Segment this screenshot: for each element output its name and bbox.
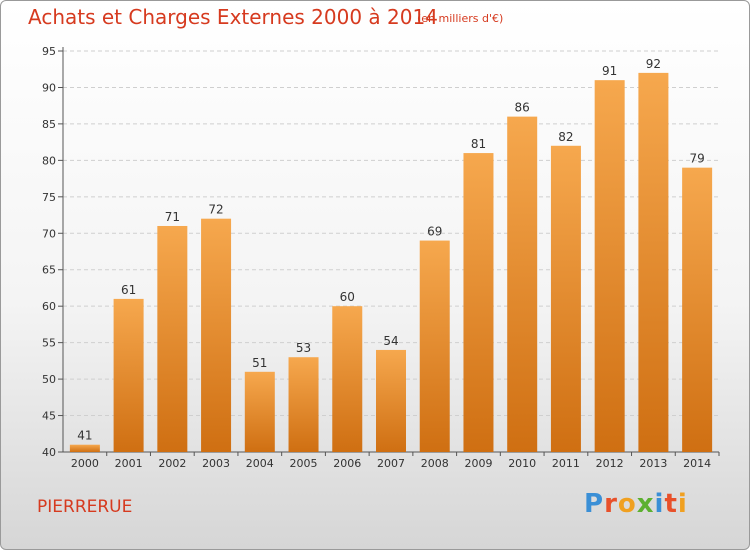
value-label: 92 [646, 57, 661, 71]
x-tick-label: 2004 [246, 457, 274, 470]
y-tick-label: 55 [42, 337, 56, 350]
x-tick-label: 2007 [377, 457, 405, 470]
y-tick-label: 50 [42, 373, 56, 386]
tick-labels: 40 45 50 55 60 65 70 75 80 85 90 95 2000 2001 2002 2003… [42, 45, 720, 470]
y-tick-label: 90 [42, 81, 56, 94]
x-tick-label: 2013 [639, 457, 667, 470]
value-label: 71 [165, 210, 180, 224]
value-labels: 41 61 71 72 51 53 60 54 69 81 86 82 91 92 79 [77, 57, 705, 443]
x-tick-label: 2006 [333, 457, 361, 470]
value-label: 72 [208, 203, 223, 217]
bar-2007 [376, 349, 406, 452]
bar-2001 [113, 298, 144, 452]
chart-title: Achats et Charges Externes 2000 à 2014 [28, 5, 438, 29]
x-tick-label: 2001 [115, 457, 143, 470]
value-label: 53 [296, 341, 311, 355]
value-label: 60 [340, 290, 355, 304]
bars [69, 72, 713, 453]
y-tick-label: 95 [42, 45, 56, 58]
y-tick-label: 70 [42, 227, 56, 240]
y-tick-label: 40 [42, 446, 56, 459]
y-tick-label: 85 [42, 118, 56, 131]
x-tick-label: 2012 [596, 457, 624, 470]
bar-2004 [244, 371, 275, 452]
y-tick-label: 45 [42, 410, 56, 423]
bar-2002 [157, 225, 188, 452]
bar-2005 [288, 357, 319, 452]
bar-2009 [463, 153, 494, 452]
x-tick-label: 2002 [158, 457, 186, 470]
x-tick-label: 2005 [290, 457, 318, 470]
y-tick-label: 60 [42, 300, 56, 313]
value-label: 81 [471, 137, 486, 151]
bar-2013 [638, 72, 669, 452]
x-tick-label: 2011 [552, 457, 580, 470]
x-tick-label: 2000 [71, 457, 99, 470]
commune-name: PIERRERUE [37, 497, 133, 517]
value-label: 41 [77, 429, 92, 443]
y-tick-label: 65 [42, 264, 56, 277]
y-tick-label: 75 [42, 191, 56, 204]
chart-subtitle: (en milliers d'€) [417, 12, 504, 25]
bar-2011 [550, 145, 581, 453]
bar-2014 [682, 167, 713, 452]
x-tick-label: 2008 [421, 457, 449, 470]
bar-2008 [419, 240, 450, 452]
value-label: 86 [515, 101, 530, 115]
x-tick-label: 2009 [464, 457, 492, 470]
value-label: 61 [121, 283, 136, 297]
proxiti-logo: Proxiti [584, 489, 688, 519]
x-tick-label: 2010 [508, 457, 536, 470]
value-label: 54 [383, 334, 398, 348]
value-label: 91 [602, 64, 617, 78]
bar-2012 [594, 80, 625, 452]
value-label: 51 [252, 356, 267, 370]
y-tick-label: 80 [42, 154, 56, 167]
bar-2003 [201, 218, 232, 452]
value-label: 82 [558, 130, 573, 144]
bar-2006 [332, 306, 363, 452]
bar-2000 [69, 444, 100, 452]
value-label: 69 [427, 225, 442, 239]
bar-2010 [507, 116, 538, 453]
value-label: 79 [689, 152, 704, 166]
x-tick-label: 2014 [683, 457, 711, 470]
x-tick-label: 2003 [202, 457, 230, 470]
